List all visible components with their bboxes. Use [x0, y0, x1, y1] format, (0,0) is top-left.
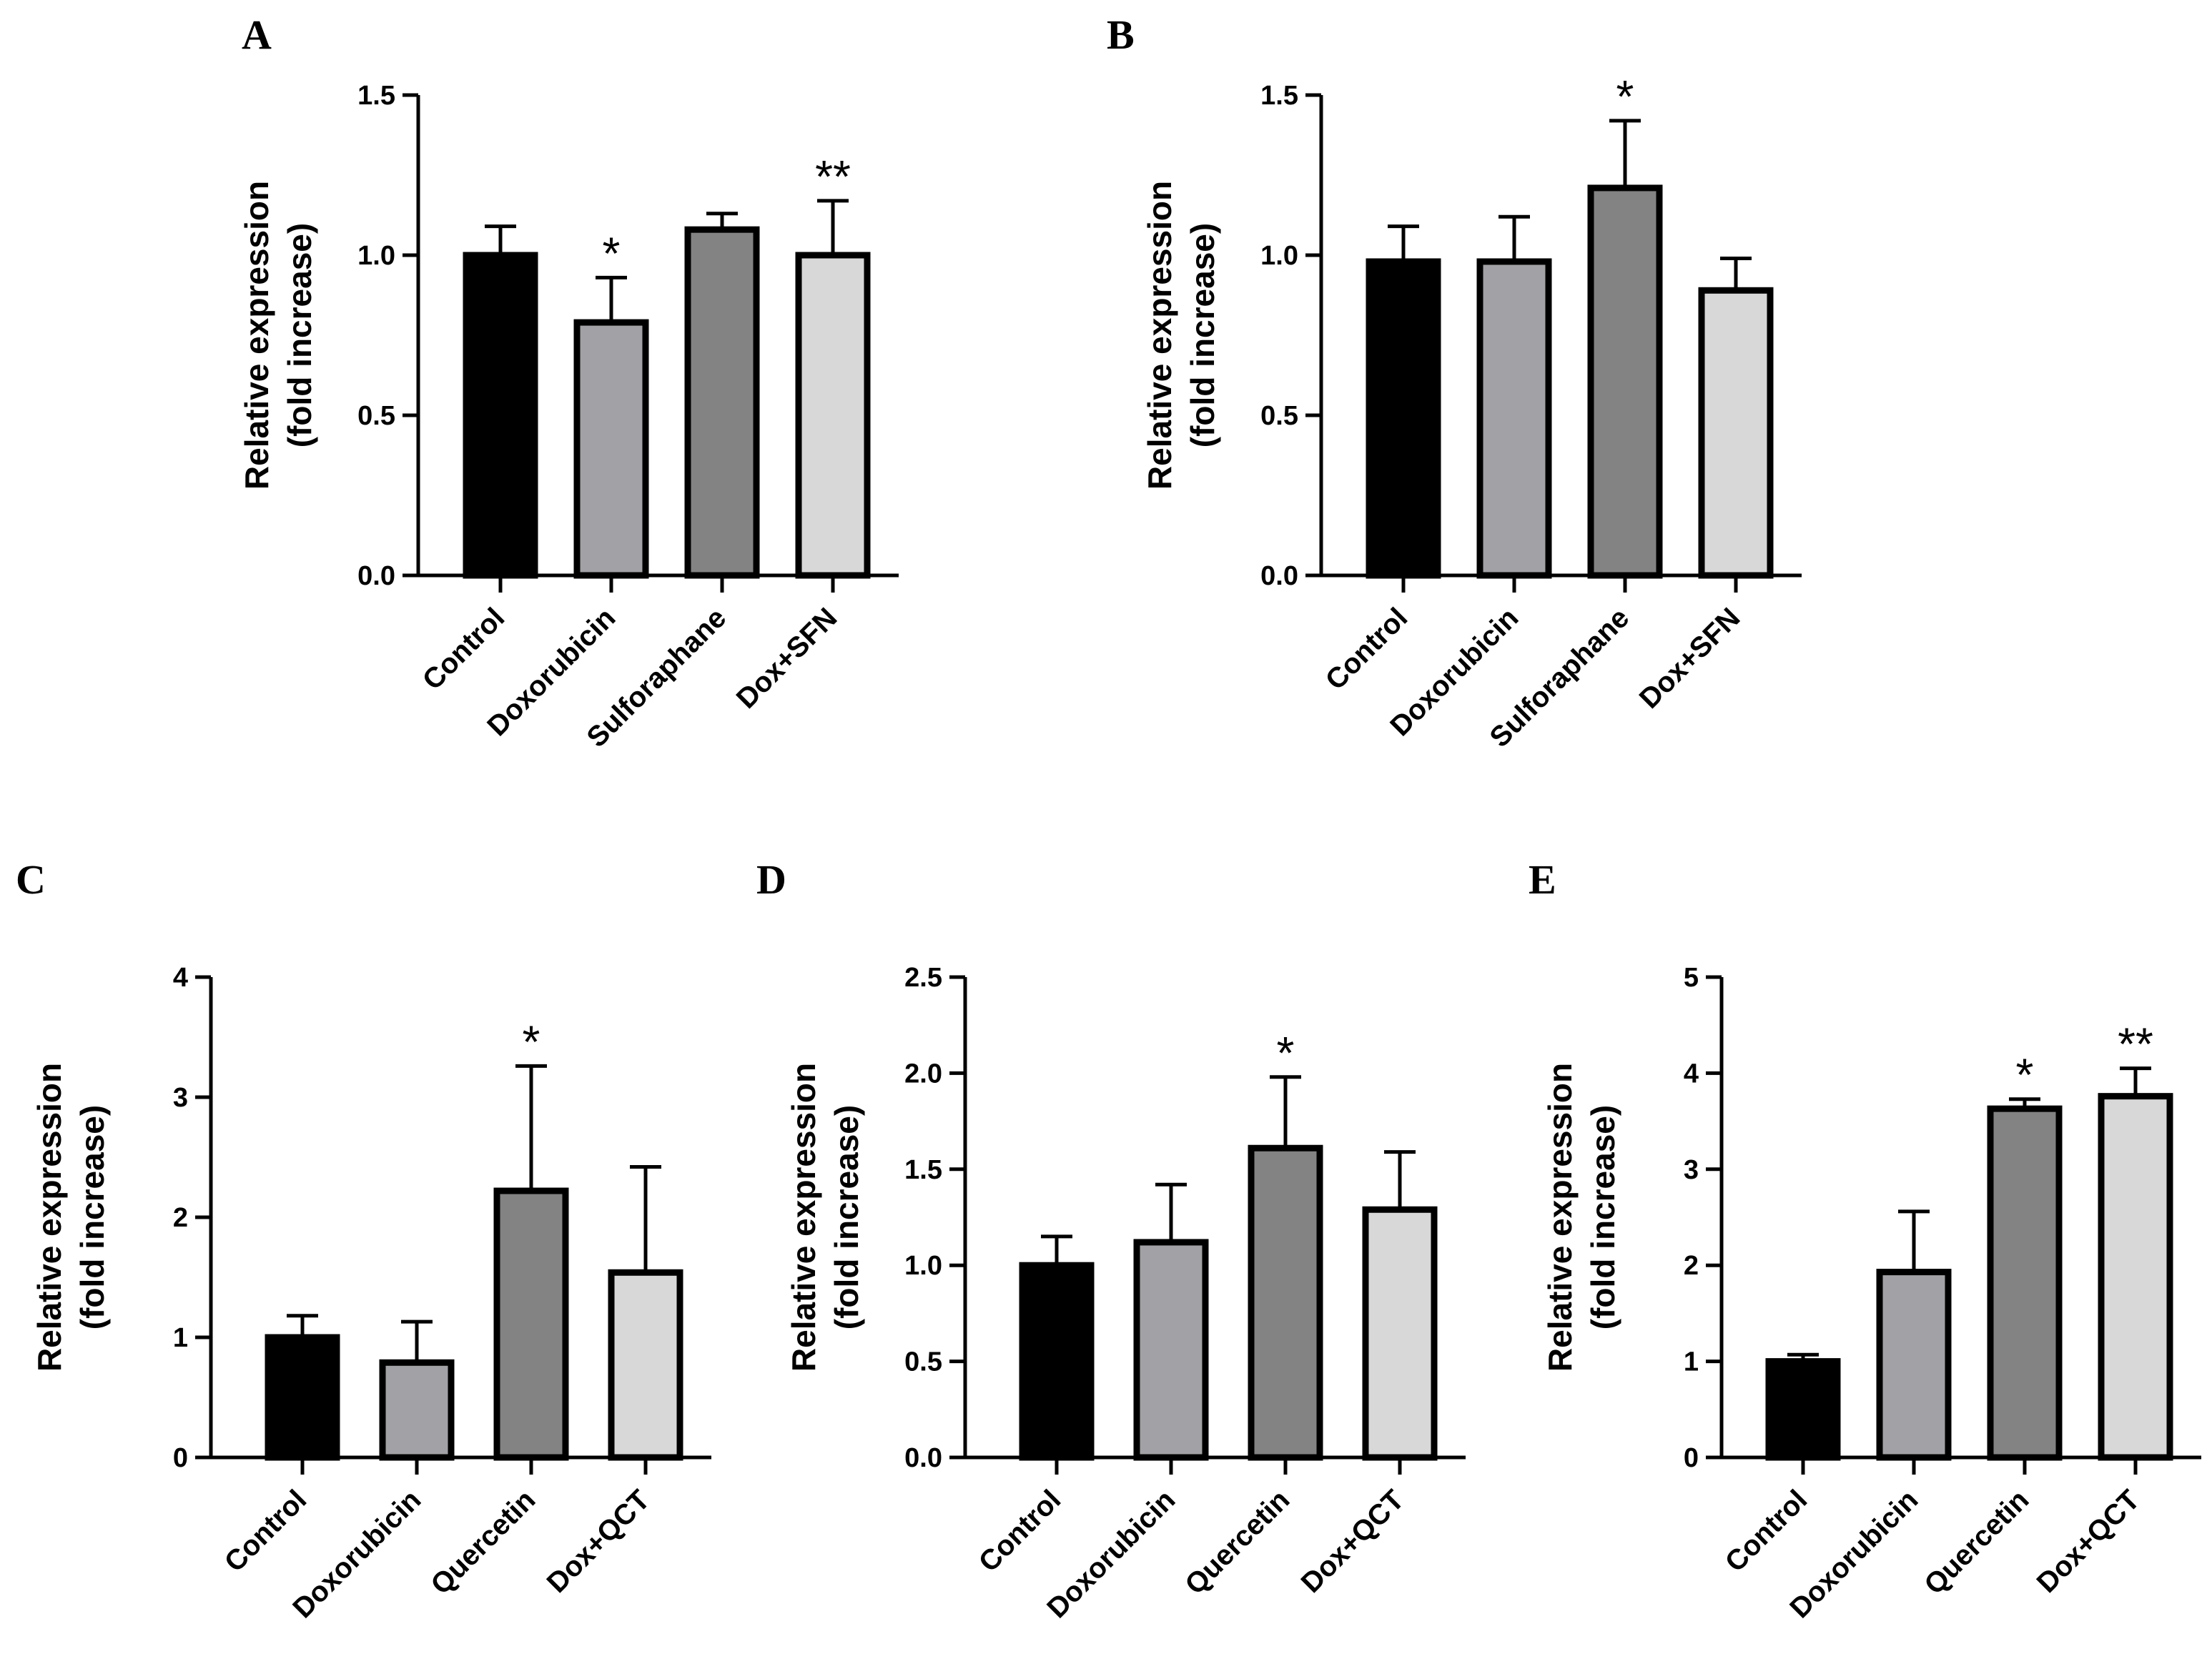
bar-e-1 — [1765, 1358, 1841, 1461]
panel-letter: B — [1107, 11, 1135, 58]
significance-marker: * — [603, 227, 621, 279]
y-tick-label: 1.5 — [904, 1155, 942, 1185]
bar-e-4 — [2098, 1093, 2173, 1461]
y-tick-label: 1 — [1684, 1347, 1699, 1377]
x-category-label: Control — [973, 1484, 1067, 1578]
y-axis-title-line1: Relative expression — [238, 181, 275, 490]
y-tick-label: 1.0 — [1260, 241, 1298, 271]
x-category-label: Dox+QCT — [1295, 1484, 1411, 1599]
x-category-label: Dox+QCT — [541, 1484, 656, 1599]
significance-marker: * — [1277, 1027, 1295, 1079]
bar-e-2 — [1876, 1269, 1952, 1461]
significance-marker: * — [2016, 1049, 2034, 1101]
y-axis-title-line1: Relative expression — [31, 1063, 68, 1372]
bar-b-2 — [1476, 258, 1552, 579]
panel-letter: D — [756, 856, 786, 903]
x-category-label: Quercetin — [1918, 1484, 2035, 1600]
y-tick-label: 0.5 — [904, 1347, 942, 1377]
y-tick-label: 1.0 — [357, 241, 395, 271]
bar-c-3 — [493, 1187, 569, 1461]
y-tick-label: 3 — [173, 1083, 188, 1113]
bar-a-3 — [684, 226, 760, 579]
x-category-label: Control — [417, 602, 511, 696]
y-axis-title-line1: Relative expression — [1541, 1063, 1579, 1372]
y-tick-label: 2.0 — [904, 1059, 942, 1089]
y-axis-title-line1: Relative expression — [785, 1063, 822, 1372]
y-tick-label: 1.5 — [1260, 81, 1298, 111]
y-tick-label: 4 — [173, 963, 188, 993]
y-tick-label: 3 — [1684, 1155, 1699, 1185]
y-axis-title-line2: (fold increase) — [74, 1105, 111, 1329]
y-axis-title-line2: (fold increase) — [281, 223, 318, 447]
y-axis-title-line2: (fold increase) — [1184, 223, 1221, 447]
panel-e: E 0 1 2 3 4 5 Relative expression (fold increase… — [1529, 856, 2201, 1624]
y-tick-label: 2 — [173, 1203, 188, 1233]
bar-d-2 — [1133, 1239, 1209, 1461]
bar-b-4 — [1698, 287, 1774, 579]
y-tick-label: 1.5 — [357, 81, 395, 111]
x-category-label: Control — [1320, 602, 1414, 696]
y-tick-label: 0.0 — [904, 1443, 942, 1473]
panel-b: B 0.0 0.5 1.0 1.5 Relative expression (fold in… — [1107, 11, 1802, 753]
y-tick-label: 1.0 — [904, 1251, 942, 1281]
y-tick-label: 0 — [1684, 1443, 1699, 1473]
y-tick-label: 5 — [1684, 963, 1699, 993]
panel-a: A 0.0 0.5 1.0 1.5 Relative expression (fold in… — [238, 11, 899, 753]
y-tick-label: 0.5 — [1260, 401, 1298, 431]
significance-marker: ** — [2118, 1019, 2153, 1070]
panel-d: D 0.0 0.5 1.0 1.5 2.0 2.5 Relative expression (f… — [756, 856, 1466, 1624]
x-category-label: Dox+QCT — [2031, 1484, 2146, 1599]
panel-letter: C — [16, 856, 46, 903]
bar-c-1 — [265, 1334, 340, 1461]
significance-marker: ** — [815, 151, 851, 202]
x-category-label: Control — [1719, 1484, 1814, 1578]
bar-d-1 — [1019, 1262, 1095, 1461]
bar-c-4 — [608, 1269, 683, 1461]
bar-d-3 — [1248, 1144, 1323, 1461]
x-category-label: Dox+SFN — [1634, 602, 1747, 715]
y-axis-title-line2: (fold increase) — [1584, 1105, 1621, 1329]
bar-b-3 — [1587, 184, 1663, 579]
panel-letter: E — [1529, 856, 1556, 903]
x-category-label: Quercetin — [1179, 1484, 1295, 1600]
x-category-label: Quercetin — [425, 1484, 541, 1600]
x-category-label: Dox+SFN — [731, 602, 844, 715]
bar-a-2 — [573, 319, 649, 579]
y-tick-label: 2 — [1684, 1251, 1699, 1281]
bar-b-1 — [1366, 258, 1441, 579]
y-tick-label: 0.5 — [357, 401, 395, 431]
bar-c-2 — [379, 1359, 455, 1461]
significance-marker: * — [1616, 71, 1634, 122]
bar-a-4 — [795, 252, 871, 579]
y-axis-title-line2: (fold increase) — [828, 1105, 865, 1329]
y-tick-label: 0 — [173, 1443, 188, 1473]
y-tick-label: 2.5 — [904, 963, 942, 993]
y-axis-title-line1: Relative expression — [1141, 181, 1178, 490]
y-tick-label: 0.0 — [357, 561, 395, 591]
panel-letter: A — [242, 11, 272, 58]
significance-marker: * — [523, 1016, 540, 1067]
y-tick-label: 4 — [1684, 1059, 1699, 1089]
y-tick-label: 0.0 — [1260, 561, 1298, 591]
bar-d-4 — [1362, 1206, 1438, 1461]
x-category-label: Control — [219, 1484, 313, 1578]
bar-e-3 — [1987, 1105, 2063, 1461]
panel-c: C 0 1 2 3 4 Relative expression (fold increase)… — [16, 856, 711, 1624]
y-tick-label: 1 — [173, 1323, 188, 1353]
bar-a-1 — [463, 252, 538, 579]
